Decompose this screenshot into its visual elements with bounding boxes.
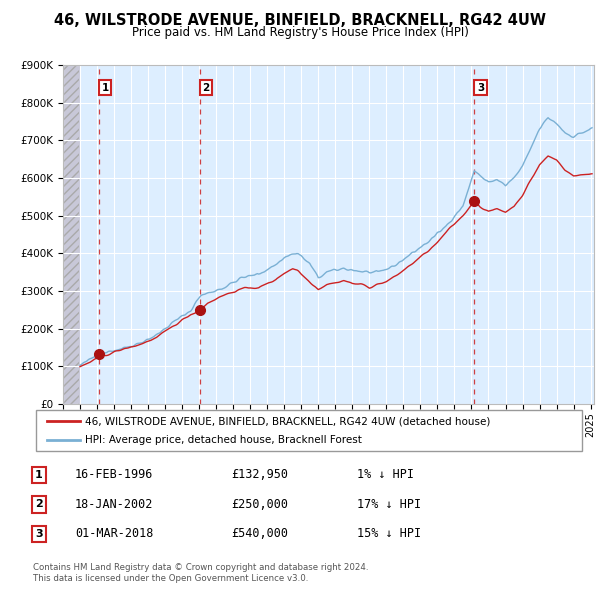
Text: 2: 2 xyxy=(35,500,43,509)
Text: 16-FEB-1996: 16-FEB-1996 xyxy=(75,468,154,481)
Text: £132,950: £132,950 xyxy=(231,468,288,481)
Text: 46, WILSTRODE AVENUE, BINFIELD, BRACKNELL, RG42 4UW: 46, WILSTRODE AVENUE, BINFIELD, BRACKNEL… xyxy=(54,13,546,28)
Text: 1% ↓ HPI: 1% ↓ HPI xyxy=(357,468,414,481)
Text: 3: 3 xyxy=(35,529,43,539)
Text: 17% ↓ HPI: 17% ↓ HPI xyxy=(357,498,421,511)
Text: 15% ↓ HPI: 15% ↓ HPI xyxy=(357,527,421,540)
Bar xyxy=(63,65,79,404)
Text: 01-MAR-2018: 01-MAR-2018 xyxy=(75,527,154,540)
Text: £540,000: £540,000 xyxy=(231,527,288,540)
Text: 3: 3 xyxy=(477,83,484,93)
Text: HPI: Average price, detached house, Bracknell Forest: HPI: Average price, detached house, Brac… xyxy=(85,435,362,445)
Text: 1: 1 xyxy=(101,83,109,93)
Text: £250,000: £250,000 xyxy=(231,498,288,511)
Text: Price paid vs. HM Land Registry's House Price Index (HPI): Price paid vs. HM Land Registry's House … xyxy=(131,26,469,39)
Text: 2: 2 xyxy=(203,83,210,93)
Text: 18-JAN-2002: 18-JAN-2002 xyxy=(75,498,154,511)
Text: 1: 1 xyxy=(35,470,43,480)
FancyBboxPatch shape xyxy=(36,410,582,451)
Text: Contains HM Land Registry data © Crown copyright and database right 2024.: Contains HM Land Registry data © Crown c… xyxy=(33,563,368,572)
Text: This data is licensed under the Open Government Licence v3.0.: This data is licensed under the Open Gov… xyxy=(33,574,308,583)
Text: 46, WILSTRODE AVENUE, BINFIELD, BRACKNELL, RG42 4UW (detached house): 46, WILSTRODE AVENUE, BINFIELD, BRACKNEL… xyxy=(85,416,491,426)
